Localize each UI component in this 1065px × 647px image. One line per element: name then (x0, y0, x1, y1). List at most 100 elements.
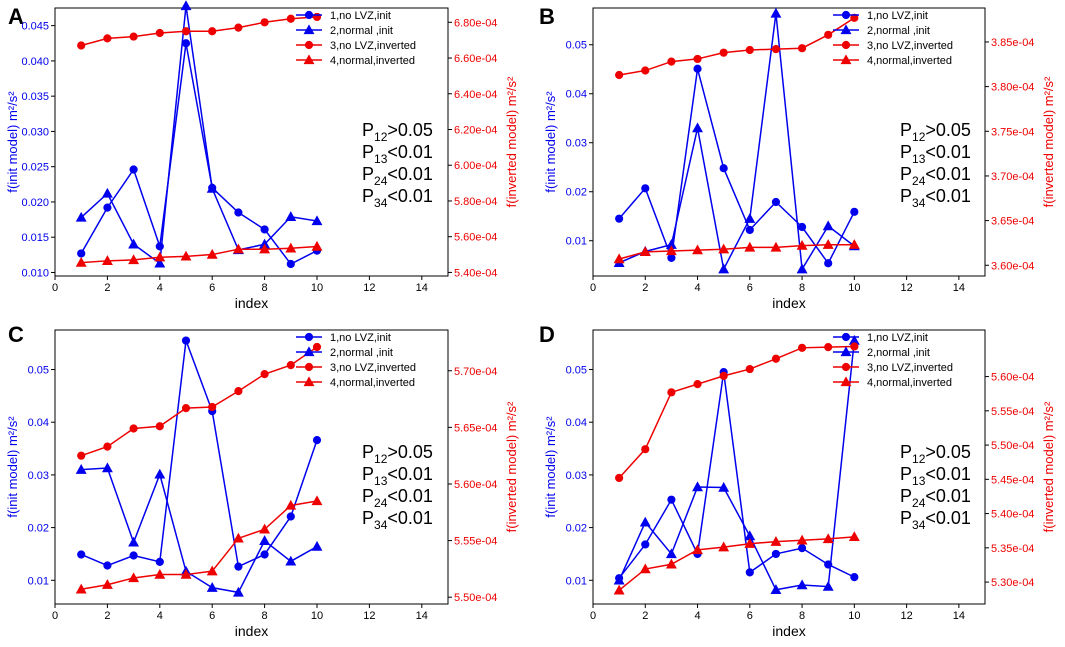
x-tick-label: 10 (311, 282, 323, 294)
data-point (154, 568, 166, 579)
legend-entry: 2,normal ,init (867, 25, 930, 37)
annotation-symbol: P (362, 120, 374, 140)
series-line (618, 345, 855, 479)
y-right-tick-label: 5.60e-04 (454, 479, 497, 491)
annotation-symbol: P (362, 508, 374, 528)
y-right-tick-label: 3.75e-04 (991, 126, 1034, 138)
data-point (311, 495, 323, 506)
x-tick-label: 8 (799, 282, 805, 294)
legend-marker (304, 40, 314, 50)
y-right-tick-label: 5.55e-04 (454, 536, 497, 548)
annotation-value: <0.01 (387, 164, 433, 184)
plot-frame (54, 7, 449, 277)
data-point (232, 243, 244, 254)
data-point (75, 256, 87, 267)
data-point (693, 54, 702, 64)
annotation-subscript: 13 (374, 152, 388, 166)
annotation-subscript: 24 (374, 174, 388, 188)
series-line (80, 43, 318, 265)
y-right-tick-label: 6.00e-04 (454, 160, 497, 172)
series-line (618, 243, 855, 260)
data-point (260, 370, 269, 379)
annotation-value: <0.01 (387, 464, 433, 484)
series-line (618, 68, 856, 265)
panel-a: A0 2 4 6 8 10 12 14index0.0100.0150.0200.0250.0… (5, 0, 519, 311)
data-point (129, 424, 138, 433)
data-point (797, 222, 807, 232)
series-line (619, 17, 855, 76)
y-right-tick-label: 5.35e-04 (991, 543, 1034, 555)
data-point (77, 550, 86, 559)
data-point (208, 27, 217, 36)
x-tick-label: 4 (694, 610, 700, 622)
data-point (824, 30, 833, 39)
data-point (286, 512, 295, 521)
annotation-line: P34<0.01 (900, 508, 971, 532)
y-right-tick-label: 5.80e-04 (454, 196, 497, 208)
annotation-subscript: 12 (374, 452, 388, 466)
data-point (797, 343, 807, 352)
data-point (286, 259, 295, 269)
annotation-symbol: P (900, 464, 912, 484)
series-line (81, 16, 318, 47)
panel-label: C (8, 322, 24, 347)
data-point (101, 462, 113, 473)
data-point (822, 220, 834, 231)
y-right-tick-label: 3.65e-04 (991, 216, 1034, 228)
data-point (744, 241, 756, 252)
data-point (232, 532, 244, 543)
legend-marker (303, 376, 315, 387)
data-point (129, 165, 138, 174)
x-tick-label: 2 (642, 282, 648, 294)
annotation-value: >0.05 (387, 120, 433, 140)
x-tick-label: 14 (953, 282, 965, 294)
y-right-tick-label: 5.50e-04 (454, 592, 497, 604)
annotation-value: <0.01 (925, 486, 971, 506)
series-2 (613, 334, 860, 594)
data-point (77, 41, 86, 50)
x-tick-label: 4 (157, 282, 163, 294)
x-tick-label: 8 (262, 282, 268, 294)
y-right-tick-label: 5.45e-04 (991, 474, 1034, 486)
y-left-tick-label: 0.025 (21, 162, 49, 174)
series-3 (615, 342, 859, 483)
data-point (77, 451, 86, 460)
y-left-tick-label: 0.010 (21, 267, 49, 279)
y-left-tick-label: 0.05 (28, 365, 49, 377)
x-tick-label: 12 (900, 282, 912, 294)
series-4 (75, 240, 323, 267)
annotation-value: <0.01 (925, 186, 971, 206)
series-3 (615, 13, 859, 80)
data-point (101, 187, 113, 198)
data-point (128, 238, 140, 249)
data-point (286, 14, 295, 23)
annotation-line: P12>0.05 (900, 120, 971, 144)
y-left-tick-label: 0.02 (28, 523, 49, 535)
x-tick-label: 12 (363, 610, 375, 622)
panel-label: B (539, 4, 555, 29)
y-left-tick-label: 0.040 (21, 56, 49, 68)
legend-marker (841, 332, 851, 342)
data-point (771, 44, 781, 54)
annotation-line: P13<0.01 (900, 464, 971, 488)
legend: 1,no LVZ,init 2,normal ,init 3,no LVZ,inve… (833, 332, 953, 389)
data-point (128, 254, 140, 265)
data-point (692, 122, 703, 133)
data-point (639, 246, 651, 257)
annotation-symbol: P (900, 120, 912, 140)
y-right-tick-label: 5.40e-04 (454, 267, 497, 279)
data-point (206, 565, 218, 576)
x-axis-label: index (772, 623, 805, 639)
x-tick-label: 10 (848, 610, 860, 622)
y-right-tick-label: 6.20e-04 (454, 124, 497, 136)
data-point (770, 7, 782, 18)
annotation-value: <0.01 (387, 508, 433, 528)
data-point (75, 211, 87, 222)
data-point (129, 32, 138, 41)
data-point (667, 495, 676, 504)
data-point (718, 541, 730, 552)
data-point (154, 251, 166, 262)
y-right-tick-label: 6.80e-04 (454, 17, 497, 29)
data-point (259, 243, 271, 254)
y-left-tick-label: 0.020 (21, 197, 49, 209)
